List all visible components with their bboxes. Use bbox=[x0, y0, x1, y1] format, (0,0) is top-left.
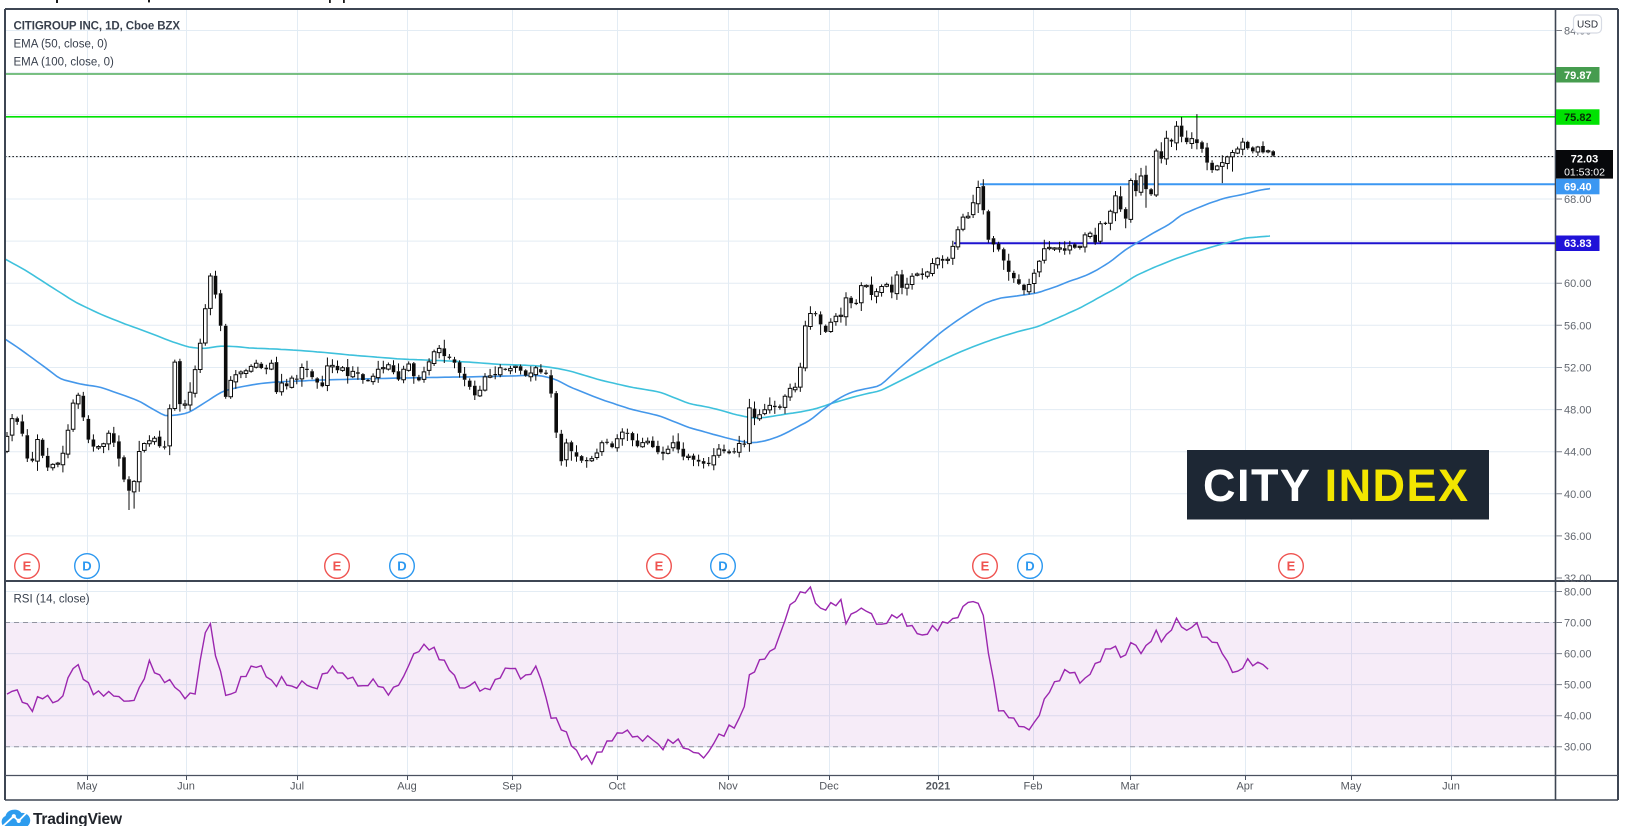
svg-text:RSI (14, close): RSI (14, close) bbox=[14, 594, 90, 606]
svg-text:72.03: 72.03 bbox=[1571, 153, 1599, 165]
svg-text:Oct: Oct bbox=[608, 781, 625, 793]
svg-text:2021: 2021 bbox=[926, 781, 950, 793]
svg-text:E: E bbox=[655, 559, 664, 574]
svg-text:D: D bbox=[397, 559, 406, 574]
svg-text:Feb: Feb bbox=[1024, 781, 1043, 793]
svg-text:EMA (100, close, 0): EMA (100, close, 0) bbox=[14, 57, 115, 69]
svg-text:50.00: 50.00 bbox=[1564, 680, 1592, 692]
svg-text:68.00: 68.00 bbox=[1564, 194, 1592, 206]
svg-text:TradingView: TradingView bbox=[33, 811, 123, 826]
svg-text:Jul: Jul bbox=[290, 781, 304, 793]
svg-text:56.00: 56.00 bbox=[1564, 320, 1592, 332]
svg-text:D: D bbox=[82, 559, 91, 574]
svg-text:32.00: 32.00 bbox=[1564, 573, 1592, 585]
svg-text:63.83: 63.83 bbox=[1564, 238, 1592, 250]
svg-text:52.00: 52.00 bbox=[1564, 363, 1592, 375]
svg-text:Apr: Apr bbox=[1236, 781, 1253, 793]
svg-text:May: May bbox=[77, 781, 98, 793]
svg-text:E: E bbox=[23, 559, 32, 574]
svg-text:60.00: 60.00 bbox=[1564, 649, 1592, 661]
svg-text:75.82: 75.82 bbox=[1564, 112, 1592, 124]
svg-text:80.00: 80.00 bbox=[1564, 587, 1592, 599]
svg-text:USD: USD bbox=[1577, 19, 1598, 30]
svg-text:CITY INDEX: CITY INDEX bbox=[1203, 460, 1469, 511]
svg-text:30.00: 30.00 bbox=[1564, 742, 1592, 754]
svg-text:CITIGROUP INC, 1D, Cboe BZX: CITIGROUP INC, 1D, Cboe BZX bbox=[14, 21, 181, 33]
svg-text:D: D bbox=[1025, 559, 1034, 574]
svg-text:E: E bbox=[1287, 559, 1296, 574]
svg-text:Nov: Nov bbox=[718, 781, 738, 793]
svg-text:40.00: 40.00 bbox=[1564, 711, 1592, 723]
svg-text:Mar: Mar bbox=[1121, 781, 1140, 793]
svg-text:60.00: 60.00 bbox=[1564, 278, 1592, 290]
svg-text:40.00: 40.00 bbox=[1564, 489, 1592, 501]
svg-text:79.87: 79.87 bbox=[1564, 70, 1592, 82]
svg-text:Jun: Jun bbox=[177, 781, 195, 793]
svg-text:D: D bbox=[718, 559, 727, 574]
svg-text:E: E bbox=[981, 559, 990, 574]
svg-text:Sep: Sep bbox=[502, 781, 522, 793]
svg-text:Aug: Aug bbox=[397, 781, 417, 793]
svg-text:48.00: 48.00 bbox=[1564, 405, 1592, 417]
svg-text:44.00: 44.00 bbox=[1564, 447, 1592, 459]
svg-text:EMA (50, close, 0): EMA (50, close, 0) bbox=[14, 39, 108, 51]
svg-text:Dec: Dec bbox=[819, 781, 839, 793]
svg-text:70.00: 70.00 bbox=[1564, 618, 1592, 630]
svg-text:E: E bbox=[333, 559, 342, 574]
svg-text:May: May bbox=[1341, 781, 1362, 793]
svg-text:01:53:02: 01:53:02 bbox=[1564, 166, 1605, 178]
svg-text:36.00: 36.00 bbox=[1564, 531, 1592, 543]
svg-text:Jun: Jun bbox=[1442, 781, 1460, 793]
svg-text:69.40: 69.40 bbox=[1564, 182, 1592, 194]
